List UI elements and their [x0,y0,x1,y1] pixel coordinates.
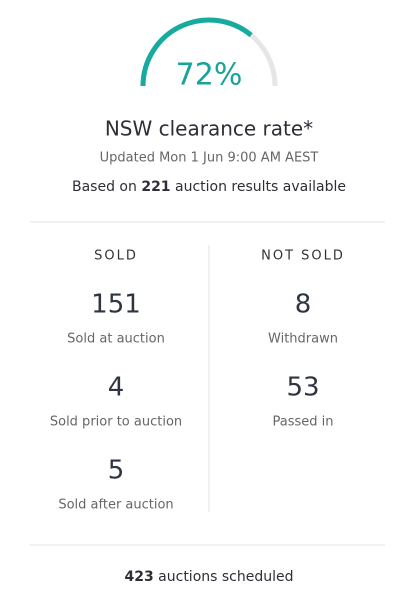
based-on-suffix: auction results available [175,179,346,195]
stat-value: 5 [108,456,125,486]
scheduled-count: 423 [124,569,153,585]
stat-value: 8 [295,290,312,320]
stat-label: Sold prior to auction [50,415,182,430]
based-on-prefix: Based on [72,179,137,195]
stat-value: 151 [91,290,141,320]
gauge-arc [140,17,253,87]
scheduled-text: auctions scheduled [158,569,293,585]
updated: Updated Mon 1 Jun 9:00 AM AEST [100,151,319,166]
sold-heading: SOLD [94,249,138,264]
scheduled: 423 auctions scheduled [124,569,293,585]
based-on: Based on 221 auction results available [72,179,346,195]
stat-label: Passed in [272,415,333,430]
title: NSW clearance rate* [105,117,313,141]
stat-label: Sold after auction [58,498,173,513]
not-sold-heading: NOT SOLD [261,249,345,264]
based-on-count: 221 [141,179,170,195]
stat-label: Sold at auction [67,332,165,347]
stat-value: 4 [108,373,125,403]
stat-label: Withdrawn [268,332,338,347]
gauge-label: 72% [176,58,243,93]
stat-value: 53 [286,373,319,403]
